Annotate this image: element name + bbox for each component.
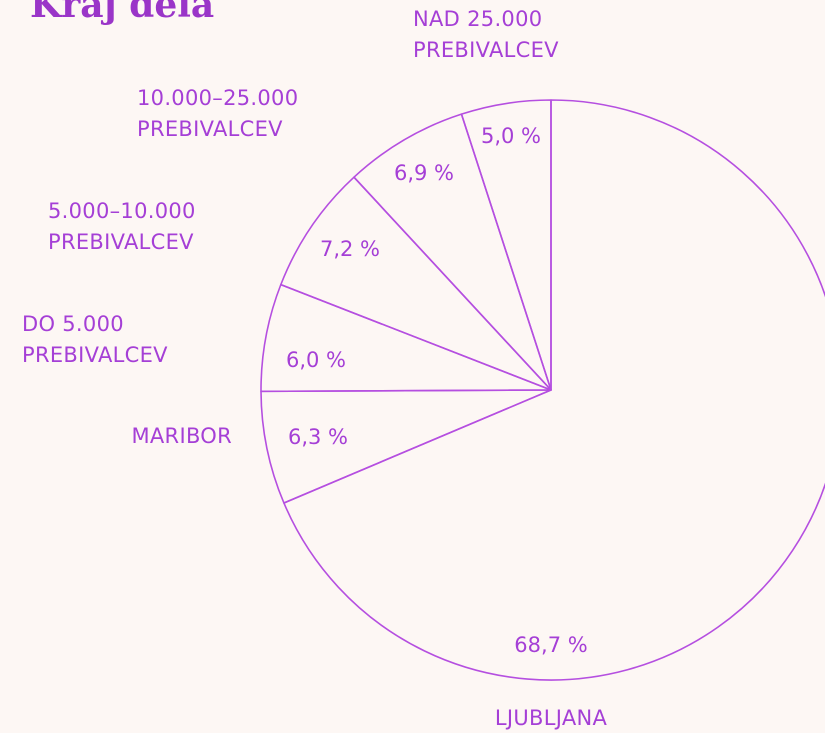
category-label: 5.000–10.000 PREBIVALCEV [48, 199, 196, 254]
category-label: NAD 25.000 PREBIVALCEV [413, 7, 559, 62]
pie-slice [280, 176, 552, 391]
value-label: 68,7 % [514, 633, 588, 657]
category-label: MARIBOR [131, 424, 232, 448]
category-label: DO 5.000 PREBIVALCEV [22, 312, 168, 367]
category-label: 10.000–25.000 PREBIVALCEV [137, 86, 299, 141]
pie-slice [283, 99, 825, 681]
pie-slice [460, 99, 552, 391]
pie-slice [260, 283, 552, 393]
value-label: 6,9 % [393, 161, 455, 185]
value-label: 6,3 % [287, 425, 349, 449]
value-label: 5,0 % [480, 124, 542, 148]
pie-slice [260, 389, 552, 504]
pie-slice [353, 113, 552, 391]
value-label: 6,0 % [285, 348, 347, 372]
value-label: 7,2 % [319, 237, 381, 261]
category-label: LJUBLJANA [494, 706, 608, 730]
chart-title: Kraj dela [30, 0, 215, 26]
